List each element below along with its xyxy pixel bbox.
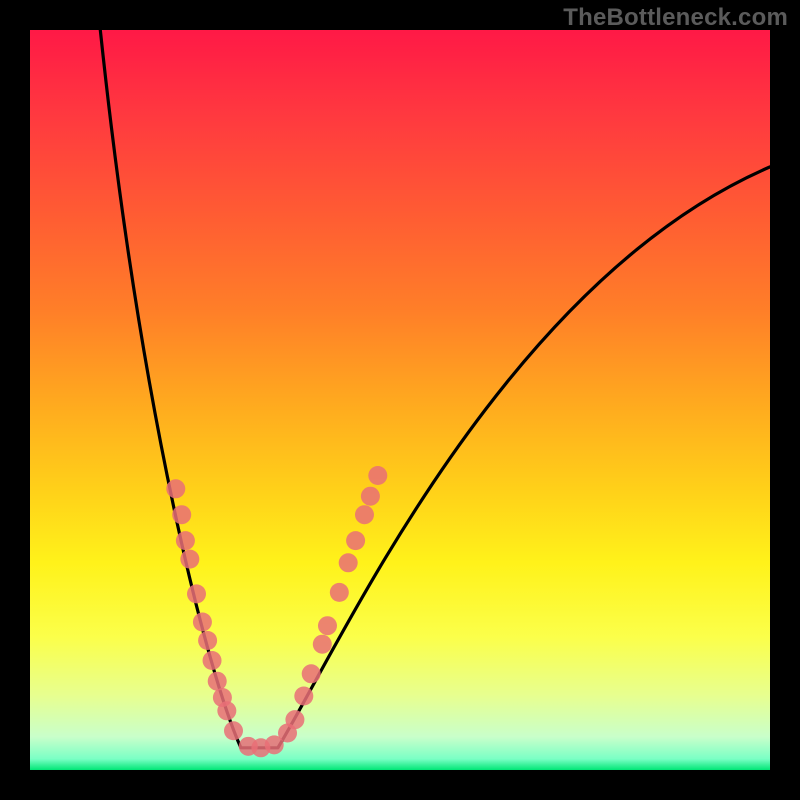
plot-svg xyxy=(0,0,800,800)
marker-point xyxy=(285,710,304,729)
marker-point xyxy=(368,466,387,485)
marker-point xyxy=(224,721,243,740)
marker-point xyxy=(217,701,236,720)
marker-point xyxy=(176,531,195,550)
marker-point xyxy=(302,664,321,683)
marker-point xyxy=(313,635,332,654)
marker-point xyxy=(330,583,349,602)
marker-point xyxy=(361,487,380,506)
marker-point xyxy=(294,687,313,706)
marker-point xyxy=(318,616,337,635)
marker-point xyxy=(203,651,222,670)
marker-point xyxy=(172,505,191,524)
marker-point xyxy=(346,531,365,550)
marker-point xyxy=(180,550,199,569)
marker-point xyxy=(355,505,374,524)
marker-point xyxy=(198,631,217,650)
marker-point xyxy=(339,553,358,572)
marker-point xyxy=(193,613,212,632)
marker-point xyxy=(208,672,227,691)
marker-point xyxy=(187,584,206,603)
figure-root: TheBottleneck.com xyxy=(0,0,800,800)
plot-background xyxy=(30,30,770,770)
marker-point xyxy=(166,479,185,498)
